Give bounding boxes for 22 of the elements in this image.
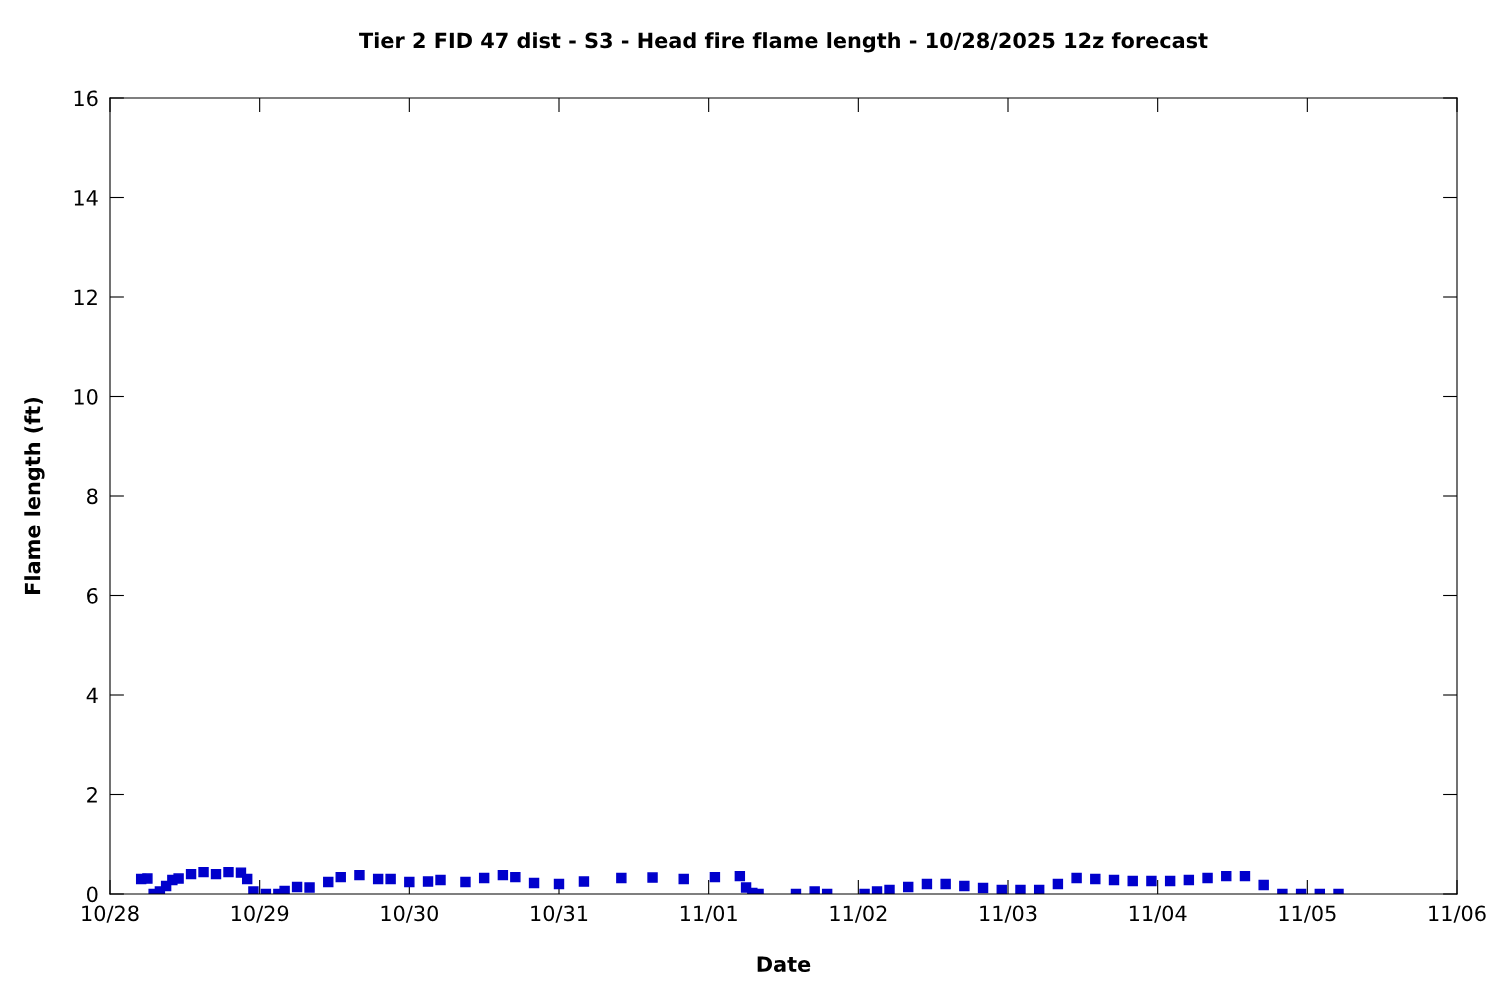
y-tick-label: 8 [87,488,98,505]
x-tick-label: 11/04 [1129,905,1187,923]
y-tick-label: 2 [87,786,97,803]
x-tick-label: 11/05 [1279,905,1336,923]
y-tick-label: 4 [86,687,98,703]
x-axis-title: Date [757,956,811,972]
y-tick-label: 0 [87,886,98,903]
y-tick-label: 12 [74,289,97,305]
y-tick-label: 16 [74,90,98,107]
x-tick-label: 11/01 [680,905,737,923]
x-tick-label: 10/30 [381,905,438,923]
x-tick-label: 11/03 [980,905,1037,923]
x-tick-label: 10/31 [531,905,588,923]
x-tick-label: 10/28 [82,905,139,923]
y-tick-label: 10 [74,388,98,405]
chart-title: Tier 2 FID 47 dist - S3 - Head fire flame length - 10/28/2025 12z forecast [359,32,1208,53]
x-tick-label: 11/02 [830,905,887,923]
y-tick-label: 14 [74,190,98,206]
x-tick-label: 10/29 [231,905,289,923]
x-tick-label: 11/06 [1429,905,1486,923]
y-tick-label: 6 [87,587,98,604]
y-axis-title: Flame length (ft) [24,397,45,594]
